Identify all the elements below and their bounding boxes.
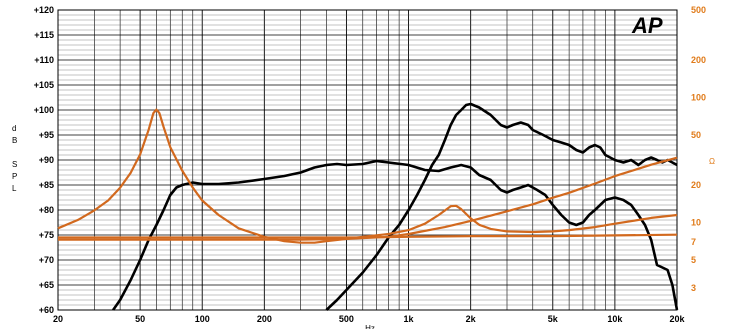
x-tick-label: 100 [195,314,210,324]
x-tick-label: 5k [548,314,559,324]
series-line [112,159,679,311]
tick-labels: +60 +65 +70 +75 +80 +85 +90 +95 +100 +105 +110 +115… [34,5,706,324]
series-line [325,102,678,311]
ap-logo: AP [631,13,663,38]
y-tick-label: +100 [34,105,54,115]
y-right-tick-label: 100 [691,92,706,102]
y-tick-label: +120 [34,5,54,15]
y-right-tick-label: 20 [691,180,701,190]
y-tick-label: +110 [34,55,54,65]
y-right-tick-label: 7 [691,237,696,247]
y-right-tick-label: 10 [691,218,701,228]
x-tick-label: 1k [404,314,415,324]
y-right-tick-label: 200 [691,55,706,65]
y-tick-label: +70 [39,255,54,265]
y-tick-label: +105 [34,80,54,90]
plot-frame [57,9,678,311]
right-axis-label: Ω [709,157,715,166]
y-tick-label: +95 [39,130,54,140]
x-tick-label: 10k [607,314,623,324]
x-tick-label: 20k [669,314,685,324]
y-tick-label: +65 [39,280,54,290]
y-tick-label: +75 [39,230,54,240]
y-right-tick-label: 5 [691,255,696,265]
chart-grid [57,9,678,311]
series-line [58,233,678,239]
y-right-tick-label: 50 [691,130,701,140]
y-right-tick-label: 3 [691,283,696,293]
y-right-tick-label: 500 [691,5,706,15]
y-tick-label: +85 [39,180,54,190]
y-tick-label: +115 [34,30,54,40]
y-tick-label: +60 [39,305,54,315]
x-tick-label: 2k [466,314,477,324]
y-tick-label: +90 [39,155,54,165]
series-line [57,108,678,244]
x-tick-label: 50 [135,314,145,324]
x-axis-label: Hz [365,324,375,329]
x-tick-label: 500 [339,314,354,324]
y-tick-label: +80 [39,205,54,215]
x-tick-label: 200 [257,314,272,324]
x-tick-label: 20 [53,314,63,324]
series-line [58,156,678,241]
series-layer [57,102,679,311]
